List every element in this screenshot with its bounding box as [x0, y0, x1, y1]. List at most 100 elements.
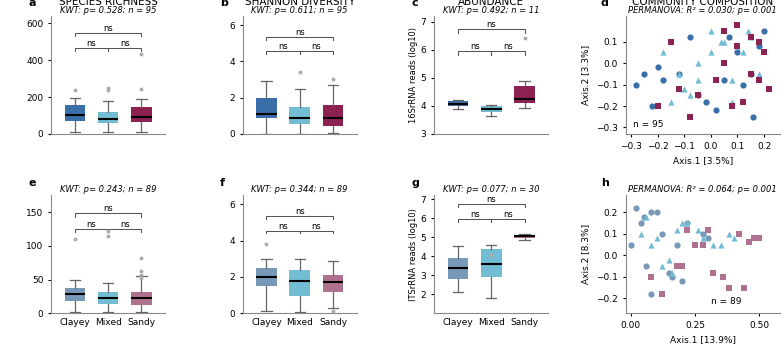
Text: n = 95: n = 95 [633, 120, 664, 129]
Text: ns: ns [486, 195, 496, 204]
Point [655, 291, 668, 297]
PathPatch shape [481, 249, 502, 277]
Point [753, 71, 765, 77]
Text: ns: ns [87, 220, 96, 229]
Point [710, 108, 722, 113]
PathPatch shape [98, 112, 118, 123]
PathPatch shape [131, 107, 152, 122]
Point [696, 235, 709, 241]
PathPatch shape [64, 105, 85, 121]
Point [731, 50, 744, 55]
Point [671, 263, 684, 269]
Point [640, 263, 652, 269]
Point [650, 235, 662, 241]
Point [671, 227, 684, 233]
Point [650, 210, 662, 215]
Text: ns: ns [103, 205, 113, 213]
PathPatch shape [289, 107, 310, 124]
Point [645, 274, 658, 280]
Point [736, 50, 749, 55]
Point [736, 99, 749, 104]
Point [655, 263, 668, 269]
Point [635, 220, 648, 226]
PathPatch shape [323, 105, 343, 126]
Point [718, 78, 731, 83]
Text: ns: ns [503, 210, 513, 219]
PathPatch shape [131, 292, 152, 304]
Text: h: h [601, 178, 609, 188]
PathPatch shape [323, 275, 343, 291]
PathPatch shape [256, 268, 277, 286]
Text: ns: ns [470, 210, 480, 219]
Point [666, 274, 678, 280]
Point [665, 39, 677, 45]
Point [753, 43, 765, 49]
Point [707, 270, 720, 275]
Point [718, 28, 731, 34]
Text: KWT: p= 0.611; n = 95: KWT: p= 0.611; n = 95 [252, 6, 348, 15]
Point [696, 231, 709, 237]
Text: d: d [601, 0, 609, 8]
Point [663, 270, 676, 275]
Point [745, 71, 757, 77]
Point [630, 82, 643, 87]
Point [726, 78, 739, 83]
PathPatch shape [256, 98, 277, 119]
Point [684, 35, 696, 40]
Text: PERMANOVA: R² = 0.030; p= 0.001: PERMANOVA: R² = 0.030; p= 0.001 [629, 6, 777, 15]
PathPatch shape [64, 288, 85, 301]
Title: SHANNON DIVERSITY: SHANNON DIVERSITY [245, 0, 355, 7]
Text: KWT: p= 0.243; n = 89: KWT: p= 0.243; n = 89 [60, 185, 157, 194]
Point [676, 263, 688, 269]
Point [718, 60, 731, 66]
Point [753, 78, 765, 83]
Text: ns: ns [503, 42, 513, 51]
Point [691, 227, 704, 233]
Point [635, 231, 648, 237]
X-axis label: Axis.1 [13.9%]: Axis.1 [13.9%] [670, 336, 736, 344]
PathPatch shape [514, 235, 535, 238]
Text: ns: ns [470, 42, 480, 51]
Point [707, 242, 720, 247]
PathPatch shape [98, 292, 118, 304]
Point [663, 257, 676, 262]
Point [671, 242, 684, 247]
Point [681, 220, 694, 226]
Point [728, 235, 740, 241]
Y-axis label: Axis.2 [3.3%]: Axis.2 [3.3%] [582, 45, 590, 105]
Text: ns: ns [278, 222, 288, 231]
Point [691, 78, 704, 83]
Point [738, 285, 750, 290]
Text: KWT: p= 0.528; n = 95: KWT: p= 0.528; n = 95 [60, 6, 157, 15]
Point [676, 220, 688, 226]
Point [645, 210, 658, 215]
Point [748, 235, 760, 241]
Point [652, 103, 664, 109]
Text: ns: ns [120, 39, 129, 48]
Point [722, 231, 735, 237]
Point [732, 231, 745, 237]
PathPatch shape [481, 107, 502, 112]
PathPatch shape [448, 101, 468, 107]
Point [745, 35, 757, 40]
Point [747, 114, 760, 120]
Text: c: c [411, 0, 418, 8]
Point [731, 22, 744, 27]
Point [673, 71, 685, 77]
Point [702, 227, 714, 233]
Point [638, 71, 651, 77]
Point [753, 235, 766, 241]
Text: KWT: p= 0.492; n = 11: KWT: p= 0.492; n = 11 [443, 6, 539, 15]
PathPatch shape [448, 258, 468, 279]
Point [657, 50, 670, 55]
Point [637, 214, 650, 219]
Point [646, 103, 659, 109]
Point [652, 64, 664, 70]
Text: n = 89: n = 89 [710, 297, 741, 306]
Point [743, 240, 756, 245]
Point [715, 39, 728, 45]
Point [640, 214, 652, 219]
Text: ns: ns [278, 42, 288, 51]
Title: COMMUNITY COMPOSITION: COMMUNITY COMPOSITION [632, 0, 774, 7]
Point [676, 278, 688, 284]
